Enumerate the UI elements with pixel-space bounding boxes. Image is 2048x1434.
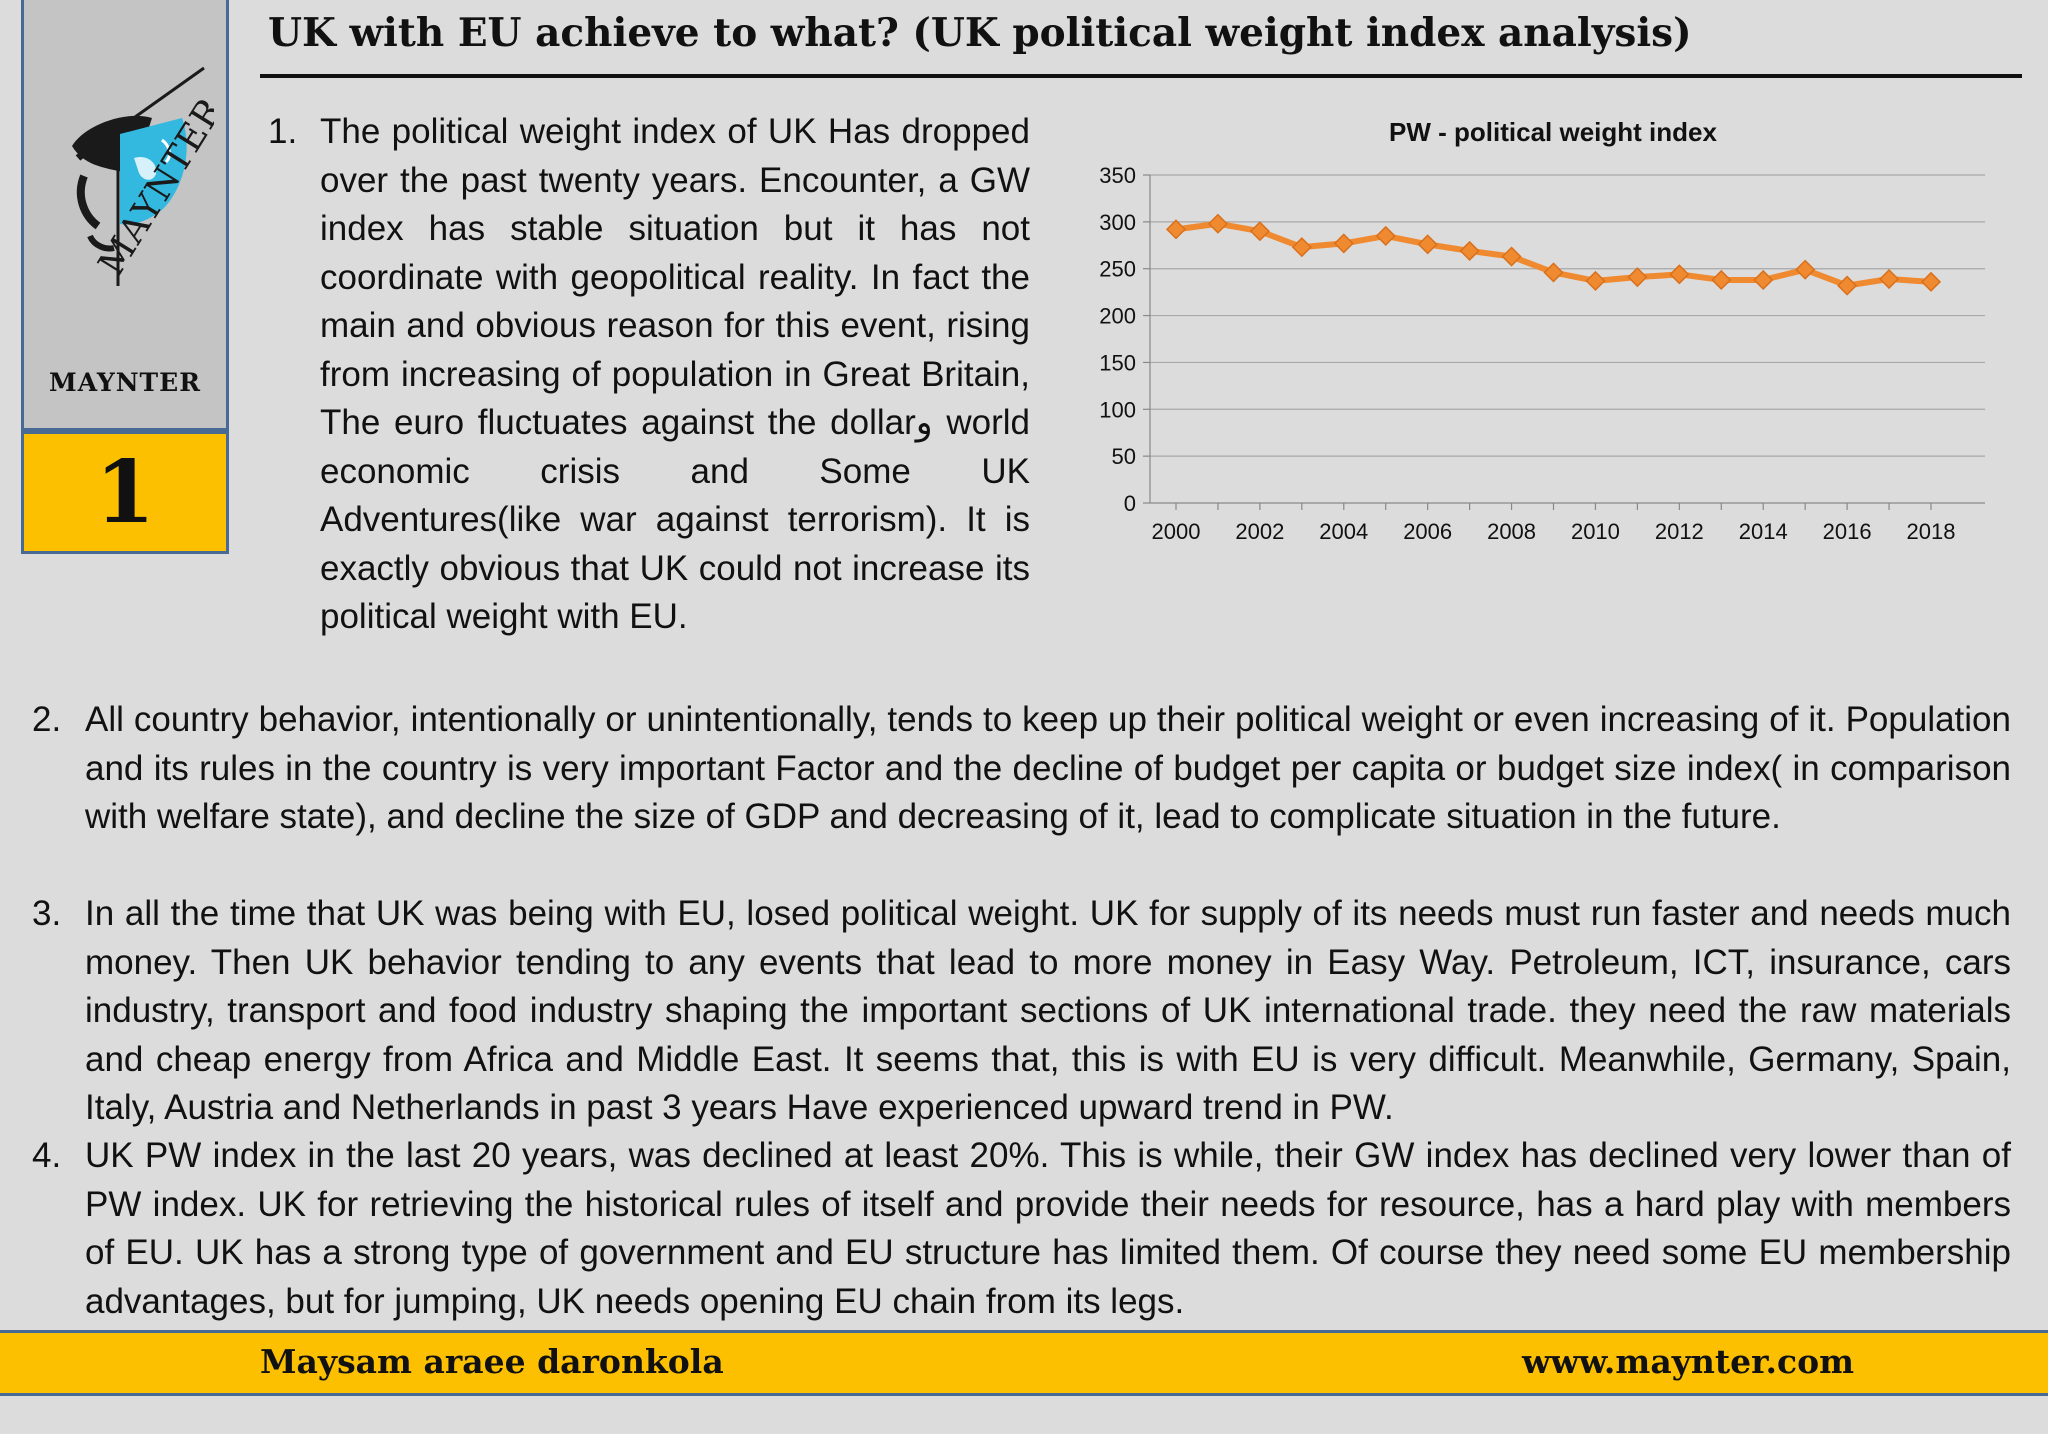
paragraph-2: 2. All country behavior, intentionally o… <box>32 696 2011 842</box>
y-tick-label: 350 <box>1099 163 1136 188</box>
x-tick-label: 2012 <box>1655 519 1704 544</box>
paragraph-3-text: In all the time that UK was being with E… <box>85 894 2011 1127</box>
y-tick-label: 150 <box>1099 350 1136 375</box>
y-tick-label: 250 <box>1099 257 1136 282</box>
chart-title: PW - political weight index <box>1389 117 1717 147</box>
sidebar: MAYNTER MAYNTER <box>21 0 229 431</box>
paragraph-2-number: 2. <box>32 700 62 739</box>
paragraph-4-number: 4. <box>32 1136 62 1175</box>
data-point <box>1501 246 1522 267</box>
paragraph-1: 1. The political weight index of UK Has … <box>268 108 1030 642</box>
slide-number: 1 <box>21 431 229 554</box>
data-point <box>1669 264 1690 285</box>
title-divider <box>260 74 2022 78</box>
y-tick-label: 50 <box>1112 444 1136 469</box>
data-point <box>1165 219 1187 240</box>
x-tick-label: 2010 <box>1571 519 1620 544</box>
data-point <box>1543 262 1564 283</box>
pw-line-chart: PW - political weight index 0 50 100 150 200… <box>1099 117 1985 544</box>
y-tick-label: 100 <box>1099 397 1136 422</box>
data-point <box>1627 267 1648 288</box>
page-title: UK with EU achieve to what? (UK politica… <box>268 10 1692 56</box>
y-tick-label: 200 <box>1099 304 1136 329</box>
x-tick-label: 2014 <box>1739 519 1788 544</box>
paragraph-1-text: The political weight index of UK Has dro… <box>320 112 1030 636</box>
x-tick-label: 2002 <box>1235 519 1284 544</box>
logo-text: MAYNTER <box>91 91 214 283</box>
data-point <box>1333 233 1354 254</box>
data-point <box>1753 269 1774 291</box>
x-tick-label: 2000 <box>1152 519 1201 544</box>
paragraph-2-text: All country behavior, intentionally or u… <box>85 700 2011 836</box>
data-point <box>1795 259 1816 280</box>
x-tick-label: 2006 <box>1403 519 1452 544</box>
paragraph-3: 3. In all the time that UK was being wit… <box>32 890 2011 1133</box>
x-tick-label: 2004 <box>1319 519 1368 544</box>
data-point <box>1417 234 1438 255</box>
data-point <box>1291 237 1312 258</box>
footer-bar: Maysam araee daronkola www.maynter.com <box>0 1330 2048 1396</box>
data-point <box>1375 225 1396 246</box>
y-tick-label: 0 <box>1124 491 1136 516</box>
y-tick-label: 300 <box>1099 210 1136 235</box>
x-tick-label: 2008 <box>1487 519 1536 544</box>
footer-author: Maysam araee daronkola <box>260 1342 724 1381</box>
data-point <box>1207 213 1229 234</box>
data-point <box>1585 270 1606 291</box>
maynter-logo: MAYNTER <box>72 66 214 286</box>
data-point <box>1249 221 1270 242</box>
data-point <box>1837 275 1858 296</box>
x-tick-label: 2018 <box>1907 519 1956 544</box>
paragraph-3-number: 3. <box>32 894 62 933</box>
data-point <box>1711 269 1732 291</box>
brand-name: MAYNTER <box>49 368 201 397</box>
paragraph-4: 4. UK PW index in the last 20 years, was… <box>32 1132 2011 1326</box>
x-tick-label: 2016 <box>1823 519 1872 544</box>
footer-website-link[interactable]: www.maynter.com <box>1522 1342 1854 1381</box>
data-point <box>1459 240 1480 261</box>
data-point <box>1920 271 1942 292</box>
paragraph-4-text: UK PW index in the last 20 years, was de… <box>85 1136 2011 1321</box>
paragraph-1-number: 1. <box>268 112 298 151</box>
data-point <box>1878 268 1900 290</box>
